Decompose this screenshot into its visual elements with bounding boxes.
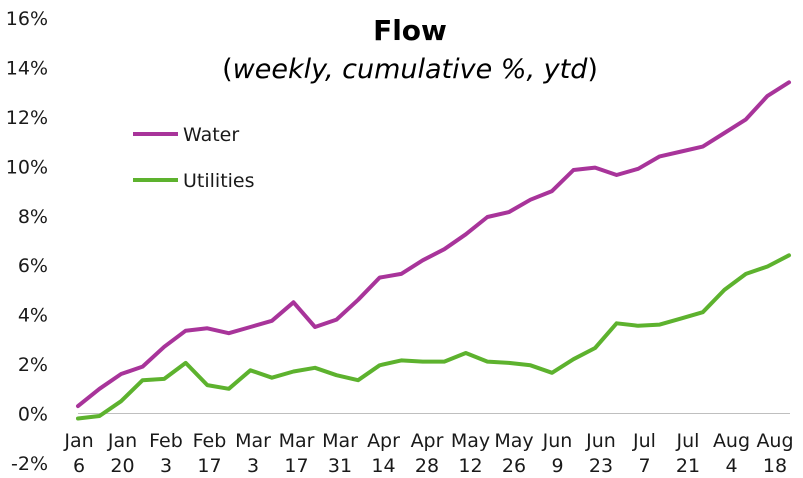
y-tick-label: 8% [18,206,48,228]
legend-label-utilities: Utilities [183,170,255,192]
series-lines [76,80,791,421]
x-tick-label-day: 28 [415,455,439,477]
x-tick-label-month: Apr [411,430,444,452]
x-tick-label-day: 17 [284,455,308,477]
y-tick-label: 10% [6,156,48,178]
x-tick-label-day: 9 [551,455,563,477]
x-tick-label-day: 6 [73,455,85,477]
x-tick-label-month: Jan [107,430,137,452]
x-tick-label-month: Feb [193,430,227,452]
x-tick-label-month: Jan [63,430,93,452]
x-tick-label-day: 3 [247,455,259,477]
x-tick-label-day: 18 [763,455,787,477]
y-tick-label: 0% [18,404,48,426]
x-tick-label-day: 17 [197,455,221,477]
y-tick-label: 6% [18,255,48,277]
x-tick-label-day: 3 [160,455,172,477]
x-tick-label-month: Jul [632,430,656,452]
x-tick-label-month: Jul [676,430,700,452]
x-tick-label-day: 23 [589,455,613,477]
x-tick-label-day: 4 [725,455,737,477]
x-tick-label-month: Mar [279,430,315,452]
series-line-utilities [76,253,791,421]
x-tick-label-month: May [451,430,490,452]
y-tick-label: 16% [6,8,48,30]
y-tick-label: 2% [18,354,48,376]
y-tick-label: 4% [18,305,48,327]
x-tick-label-month: Aug [713,430,750,452]
chart-subtitle: (weekly, cumulative %, ytd) [222,54,598,85]
chart-title: Flow [373,14,447,47]
legend: Water Utilities [133,124,255,192]
x-tick-label-month: Mar [235,430,271,452]
legend-label-water: Water [183,124,239,146]
y-tick-label: 12% [6,107,48,129]
x-tick-label-day: 26 [502,455,526,477]
x-tick-label-day: 7 [638,455,650,477]
series-line-water [76,80,791,409]
x-tick-label-month: Aug [756,430,793,452]
x-tick-label-month: Jun [542,430,573,452]
x-tick-label-day: 20 [110,455,134,477]
y-tick-label: -2% [11,453,48,475]
y-axis-ticks: 16% 14% 12% 10% 8% 6% 4% 2% 0% -2% [6,8,48,475]
x-tick-label-day: 21 [676,455,700,477]
x-tick-label-month: Mar [322,430,358,452]
x-tick-label-month: May [494,430,533,452]
x-tick-label-month: Jun [585,430,616,452]
x-tick-label-day: 14 [371,455,395,477]
x-tick-label-month: Feb [149,430,183,452]
x-tick-label-month: Apr [367,430,400,452]
x-tick-label-day: 31 [328,455,352,477]
x-axis-ticks: Jan 6 Jan 20 Feb 3 Feb 17 Mar 3 Mar 17 Mar 31 Apr 14 Apr… [63,430,793,477]
y-tick-label: 14% [6,57,48,79]
x-tick-label-day: 12 [458,455,482,477]
